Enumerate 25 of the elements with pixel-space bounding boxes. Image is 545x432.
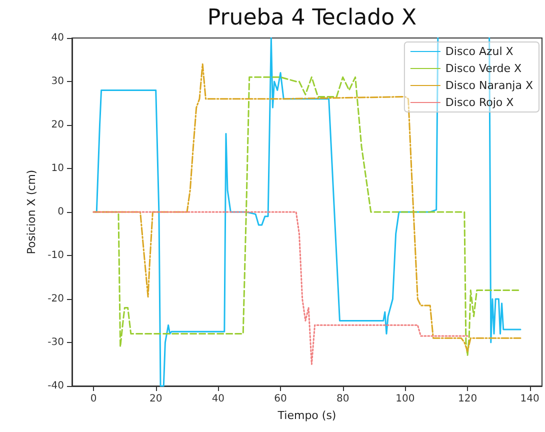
x-tick-label: 120 [458,394,478,404]
y-axis-title: Posicion X (cm) [24,170,38,254]
x-tick-label: 40 [212,394,225,404]
y-tick-label: -10 [48,250,64,261]
x-tick-label: 0 [90,394,97,404]
y-tick-label: -30 [48,337,64,348]
legend-label: Disco Naranja X [445,79,534,92]
y-tick-label: 40 [51,32,64,44]
x-tick-label: 60 [274,394,287,404]
y-tick-label: 20 [51,120,64,130]
x-tick-label: 20 [149,394,162,404]
x-axis-title: Tiempo (s) [276,409,336,422]
legend-label: Disco Verde X [445,62,522,75]
legend-label: Disco Rojo X [445,96,514,109]
line-series [92,211,468,365]
x-tick-label: 140 [520,394,540,404]
y-tick-label: -40 [48,380,64,392]
x-tick-label: 100 [396,394,415,404]
chart-title: Prueba 4 Teclado X [207,6,417,30]
y-tick-label: -20 [48,294,64,304]
y-tick-label: 10 [51,163,64,174]
y-tick-label: 0 [58,206,64,218]
legend-label: Disco Azul X [445,45,514,58]
y-tick-label: 30 [51,76,64,87]
x-tick-label: 80 [336,394,350,404]
